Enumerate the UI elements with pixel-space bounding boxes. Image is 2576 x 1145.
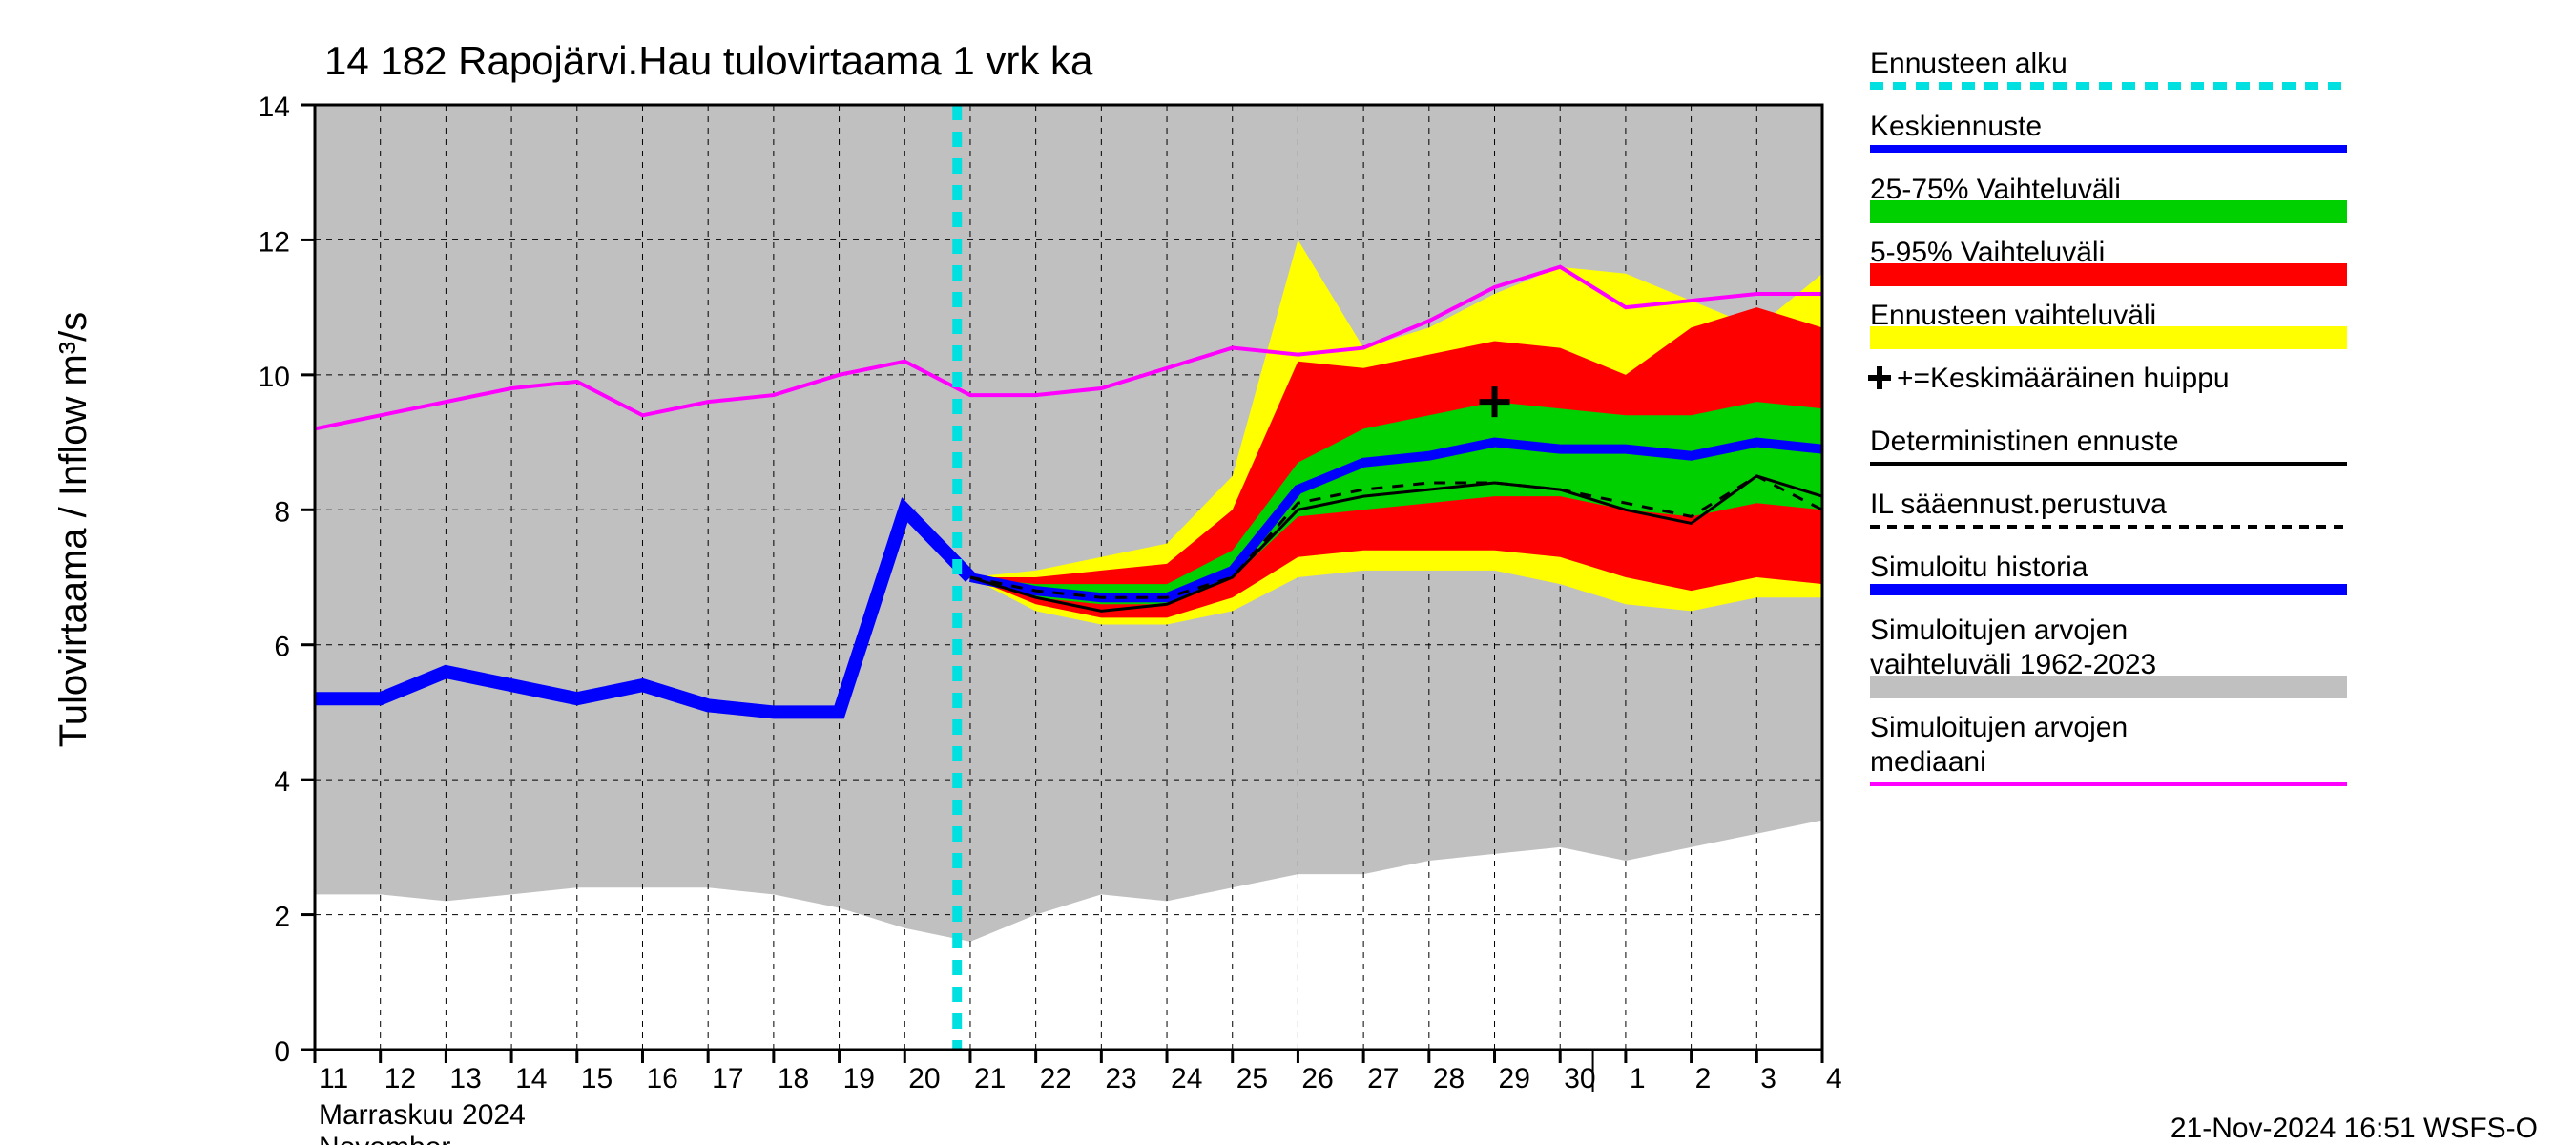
legend-label: Deterministinen ennuste bbox=[1870, 426, 2179, 457]
xtick-label: 3 bbox=[1760, 1063, 1776, 1094]
ytick-label: 6 bbox=[274, 632, 290, 663]
xtick-label: 2 bbox=[1695, 1063, 1712, 1094]
legend-swatch-block bbox=[1870, 200, 2347, 223]
xtick-label: 28 bbox=[1433, 1063, 1465, 1094]
legend-label: Keskiennuste bbox=[1870, 111, 2042, 142]
xtick-label: 1 bbox=[1630, 1063, 1646, 1094]
xtick-label: 29 bbox=[1499, 1063, 1530, 1094]
ytick-label: 2 bbox=[274, 902, 290, 933]
xtick-label: 22 bbox=[1040, 1063, 1071, 1094]
xtick-label: 30 bbox=[1564, 1063, 1595, 1094]
xtick-label: 21 bbox=[974, 1063, 1006, 1094]
ytick-label: 8 bbox=[274, 496, 290, 528]
xtick-label: 14 bbox=[515, 1063, 547, 1094]
legend-label: mediaani bbox=[1870, 746, 1986, 778]
month-label-2: November bbox=[319, 1132, 450, 1145]
xtick-label: 16 bbox=[646, 1063, 677, 1094]
month-label-1: Marraskuu 2024 bbox=[319, 1099, 526, 1131]
ytick-label: 14 bbox=[259, 92, 290, 123]
xtick-label: 13 bbox=[449, 1063, 481, 1094]
xtick-label: 12 bbox=[384, 1063, 416, 1094]
xtick-label: 25 bbox=[1236, 1063, 1268, 1094]
ytick-label: 0 bbox=[274, 1036, 290, 1068]
ytick-label: 12 bbox=[259, 226, 290, 258]
chart-svg: 0246810121411121314151617181920212223242… bbox=[0, 0, 2576, 1145]
footer-timestamp: 21-Nov-2024 16:51 WSFS-O bbox=[2171, 1113, 2538, 1144]
legend-label: Simuloitujen arvojen bbox=[1870, 614, 2128, 646]
xtick-label: 24 bbox=[1171, 1063, 1202, 1094]
legend-label: Simuloitu historia bbox=[1870, 552, 2088, 583]
legend-swatch-block bbox=[1870, 326, 2347, 349]
legend-label: Ennusteen alku bbox=[1870, 48, 2067, 79]
xtick-label: 23 bbox=[1105, 1063, 1136, 1094]
y-axis-label: Tulovirtaama / Inflow m³/s bbox=[52, 312, 94, 747]
ytick-label: 4 bbox=[274, 766, 290, 798]
chart-root: 0246810121411121314151617181920212223242… bbox=[0, 0, 2576, 1145]
legend-label: IL sääennust.perustuva bbox=[1870, 489, 2167, 520]
xtick-label: 15 bbox=[581, 1063, 613, 1094]
chart-title: 14 182 Rapojärvi.Hau tulovirtaama 1 vrk … bbox=[324, 38, 1093, 83]
xtick-label: 18 bbox=[778, 1063, 809, 1094]
xtick-label: 27 bbox=[1367, 1063, 1399, 1094]
legend-label: +=Keskimääräinen huippu bbox=[1897, 363, 2230, 394]
ytick-label: 10 bbox=[259, 362, 290, 393]
legend-label: Simuloitujen arvojen bbox=[1870, 712, 2128, 743]
xtick-label: 26 bbox=[1301, 1063, 1333, 1094]
xtick-label: 17 bbox=[712, 1063, 743, 1094]
xtick-label: 20 bbox=[908, 1063, 940, 1094]
legend-swatch-block bbox=[1870, 676, 2347, 698]
xtick-label: 4 bbox=[1826, 1063, 1842, 1094]
xtick-label: 19 bbox=[843, 1063, 875, 1094]
legend-swatch-block bbox=[1870, 263, 2347, 286]
xtick-label: 11 bbox=[319, 1063, 348, 1094]
